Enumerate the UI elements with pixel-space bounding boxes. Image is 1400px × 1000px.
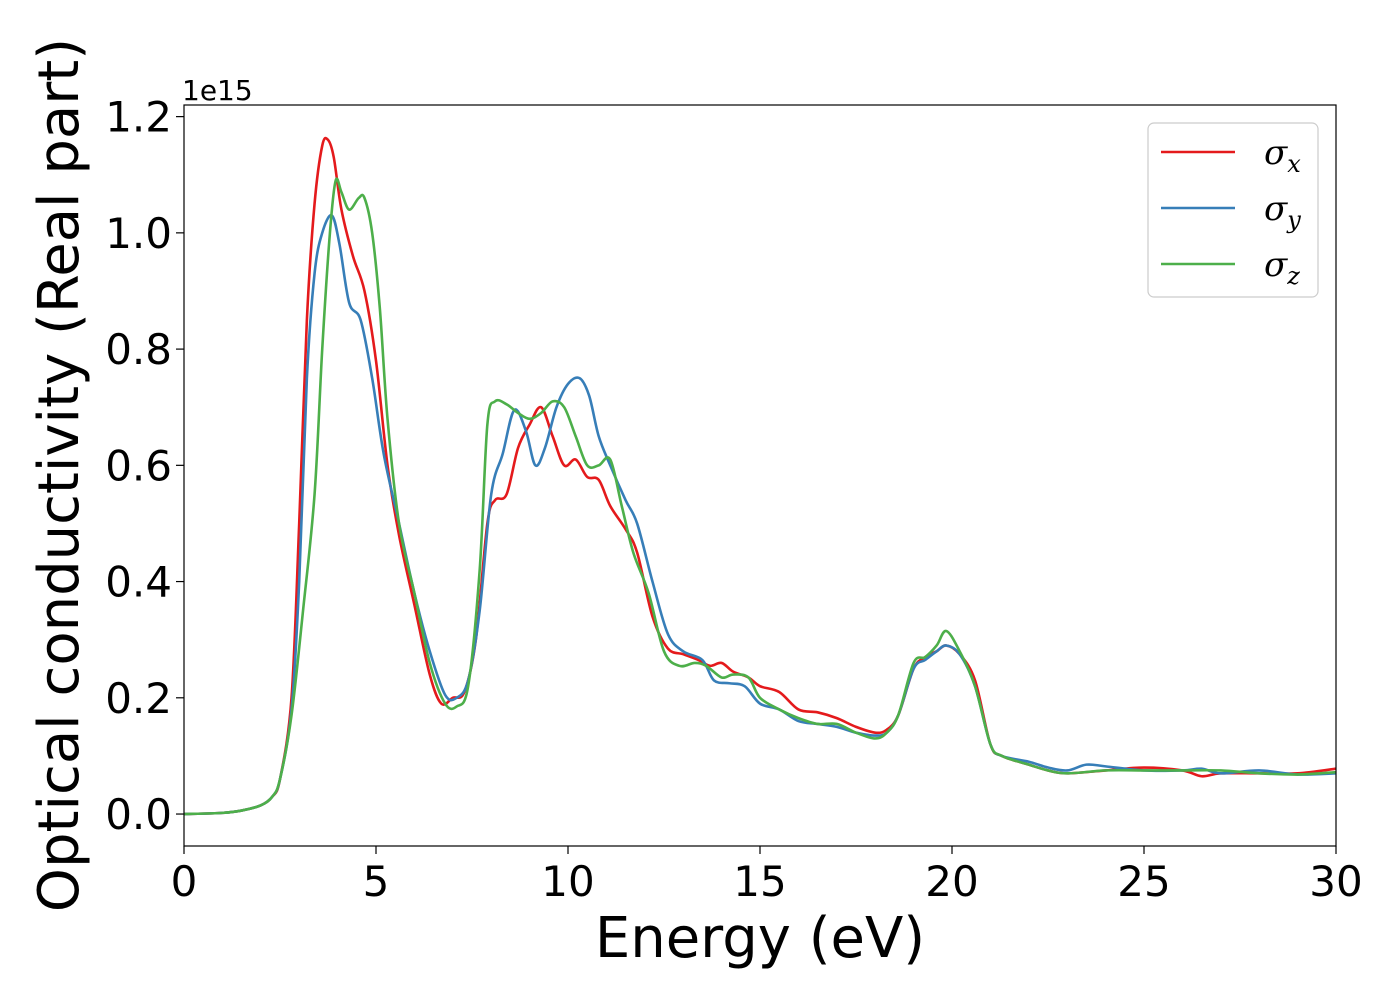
y-tick-label: 0.8 <box>105 325 172 374</box>
legend-subscript: y <box>1286 206 1301 234</box>
series-line-x <box>184 136 1336 816</box>
legend-subscript: z <box>1286 262 1300 290</box>
legend-box <box>1147 122 1319 298</box>
legend-label-y: σy <box>1264 189 1301 234</box>
y-tick-label: 0.4 <box>105 558 172 607</box>
legend-symbol: σ <box>1264 133 1288 173</box>
y-tick-label: 0.2 <box>105 674 172 723</box>
x-tick-label: 5 <box>363 857 390 906</box>
x-axis-ticks: 0 5 10 15 20 25 30 <box>171 846 1363 906</box>
y-tick-label: 0.0 <box>105 790 172 839</box>
y-offset-label: 1e15 <box>182 74 253 107</box>
legend-subscript: x <box>1287 150 1301 178</box>
x-tick-label: 30 <box>1309 857 1362 906</box>
x-tick-label: 25 <box>1117 857 1170 906</box>
y-axis-title: Optical conductivity (Real part) <box>27 38 92 912</box>
y-tick-label: 1.2 <box>105 93 172 142</box>
x-tick-label: 20 <box>925 857 978 906</box>
legend-symbol: σ <box>1264 245 1288 285</box>
x-tick-label: 15 <box>733 857 786 906</box>
x-axis-title: Energy (eV) <box>595 906 925 971</box>
x-tick-label: 10 <box>541 857 594 906</box>
legend-label-x: σx <box>1264 133 1301 178</box>
x-tick-label: 0 <box>171 857 198 906</box>
y-tick-label: 1.0 <box>105 209 172 258</box>
legend-label-z: σz <box>1264 245 1300 290</box>
y-axis-ticks: 0.0 0.2 0.4 0.6 0.8 1.0 1.2 <box>105 93 184 839</box>
series-layer <box>184 136 1336 816</box>
legend-symbol: σ <box>1264 189 1288 229</box>
series-line-z <box>184 177 1336 816</box>
y-tick-label: 0.6 <box>105 441 172 490</box>
